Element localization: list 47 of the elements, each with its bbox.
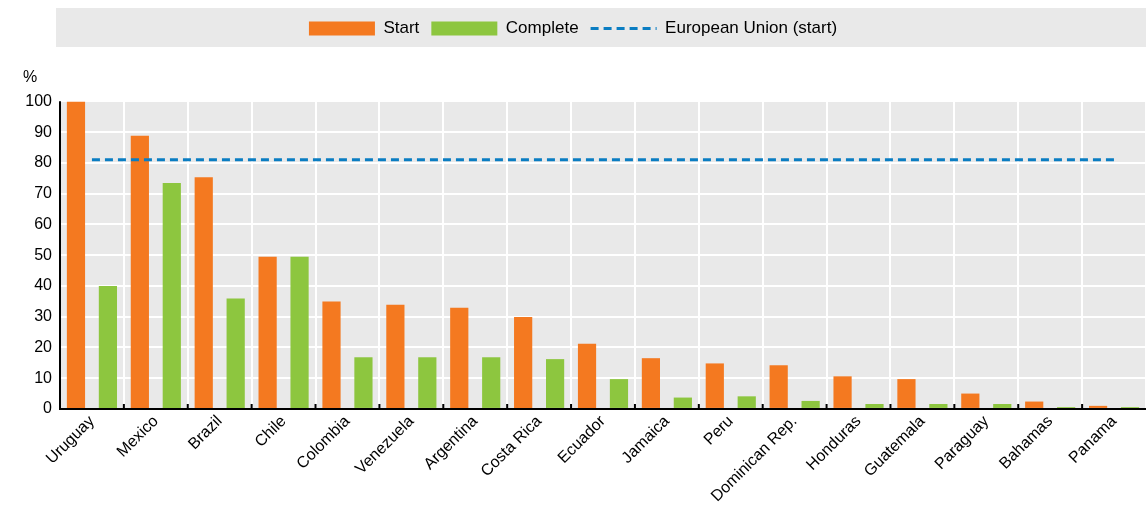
y-tick-label: 30 <box>34 307 53 325</box>
bar <box>226 298 245 408</box>
bar <box>737 396 756 408</box>
bar <box>98 285 118 408</box>
bar <box>258 256 277 408</box>
bar <box>418 357 437 408</box>
y-tick-label: 20 <box>34 337 53 355</box>
bar <box>897 379 916 408</box>
bar <box>514 316 533 408</box>
legend-label: Complete <box>505 18 579 38</box>
bar <box>705 363 724 408</box>
bar <box>673 397 692 408</box>
bar <box>801 400 820 408</box>
bar <box>865 404 884 408</box>
bar <box>450 307 469 408</box>
bar <box>577 343 597 408</box>
bar <box>961 393 980 408</box>
bar <box>386 304 405 408</box>
bar <box>929 404 948 408</box>
bar <box>1088 405 1108 408</box>
bar <box>993 404 1012 408</box>
y-tick-label: 90 <box>34 122 53 140</box>
bar <box>354 357 373 408</box>
bar <box>322 301 341 408</box>
y-tick-label: 0 <box>43 399 53 417</box>
y-tick-label: 10 <box>34 368 53 386</box>
bar <box>609 379 629 408</box>
legend-label: European Union (start) <box>665 18 838 38</box>
bar <box>66 101 86 408</box>
bar <box>482 357 501 408</box>
y-tick-label: 50 <box>34 245 53 263</box>
bar <box>290 256 309 408</box>
legend-label: Start <box>383 18 420 38</box>
bar <box>641 358 661 408</box>
bar <box>162 182 181 408</box>
y-tick-label: 60 <box>34 214 53 232</box>
bar <box>545 359 565 408</box>
y-tick-label: 80 <box>34 153 53 171</box>
y-tick-label: 40 <box>34 276 53 294</box>
y-tick-label: 70 <box>34 184 53 202</box>
bar <box>833 376 852 408</box>
bar <box>1025 401 1044 408</box>
bar <box>194 177 213 408</box>
y-tick-label: 100 <box>25 91 53 109</box>
y-axis-title: % <box>22 67 38 85</box>
bar <box>769 365 788 408</box>
bar <box>130 135 149 408</box>
